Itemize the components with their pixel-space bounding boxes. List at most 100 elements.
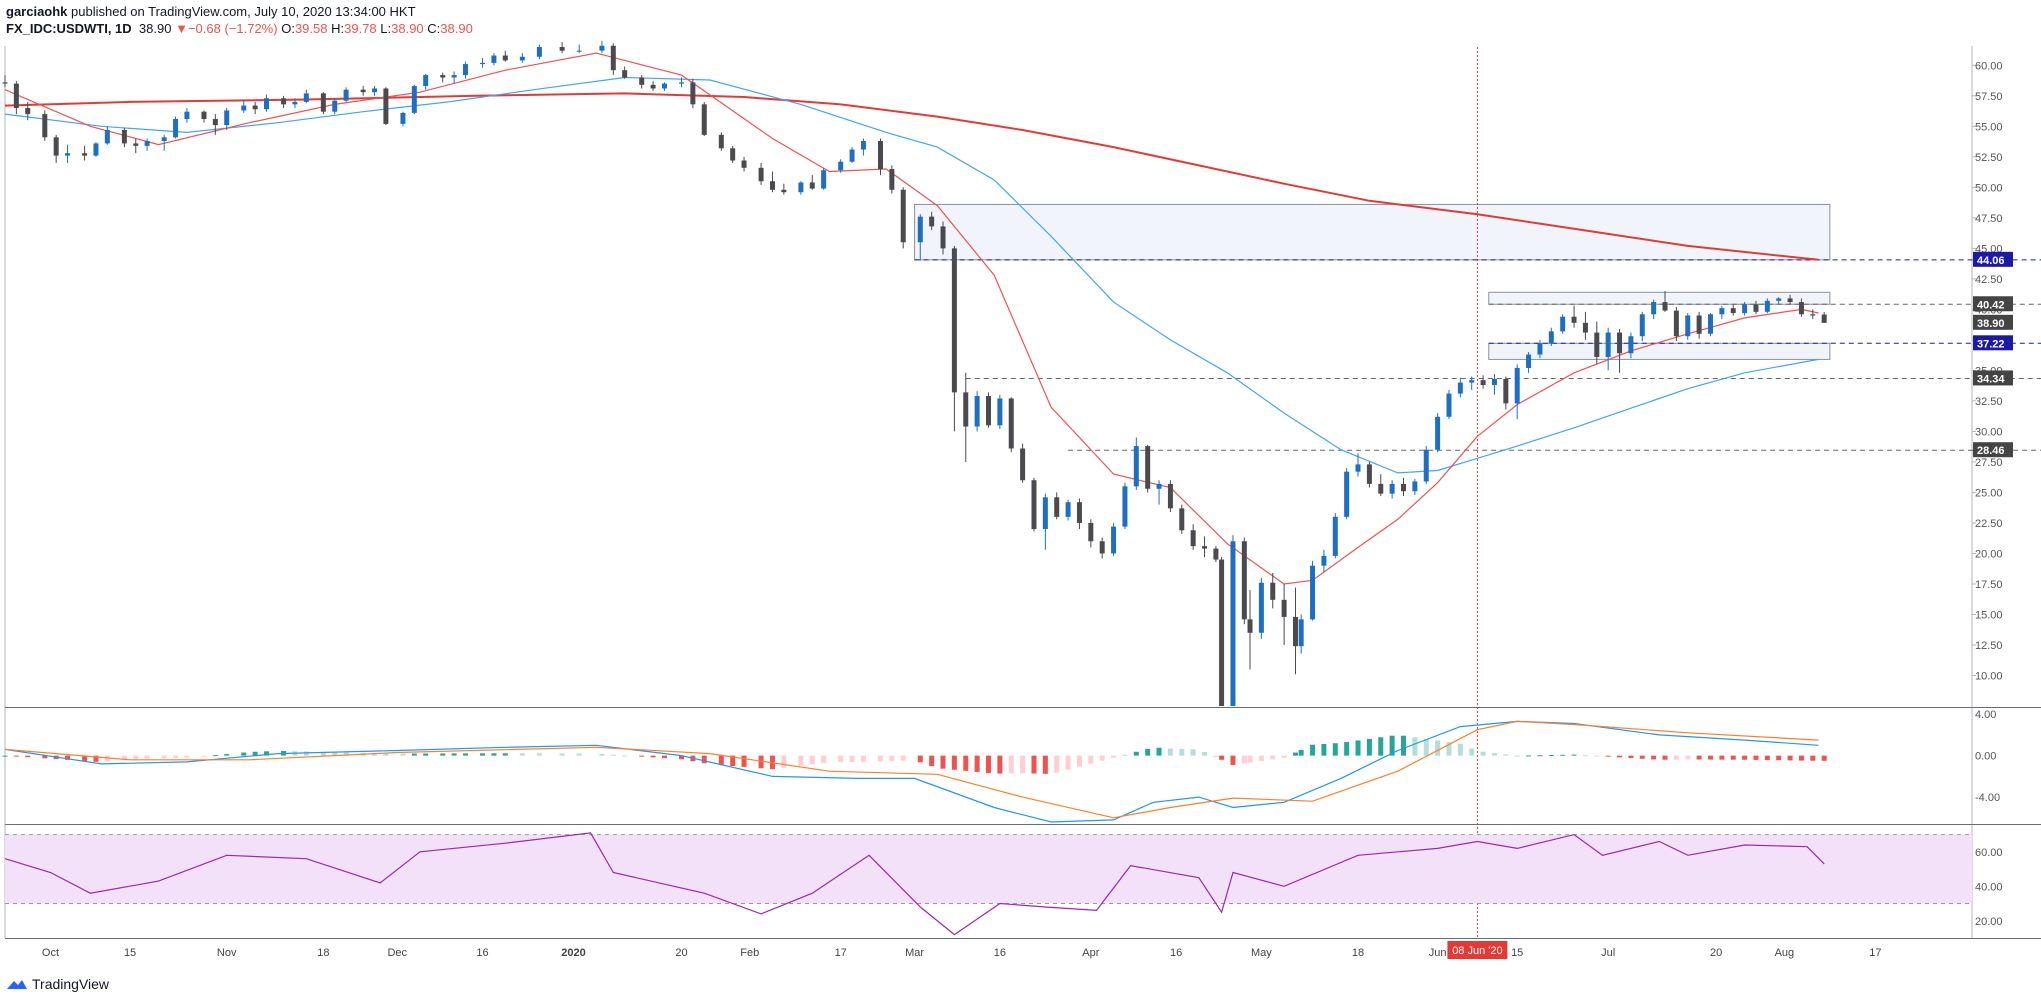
candle-body <box>1742 304 1748 314</box>
macd-histogram-bar <box>929 755 935 767</box>
macd-line <box>4 720 1819 823</box>
macd-histogram-bar <box>383 753 389 756</box>
macd-histogram-bar <box>1179 748 1185 756</box>
macd-histogram-bar <box>1662 755 1668 760</box>
candle-body <box>1344 471 1350 517</box>
candle-body <box>718 134 724 149</box>
macd-histogram-bar <box>1594 755 1600 757</box>
candle-body <box>1167 483 1173 509</box>
candle-body <box>121 129 127 144</box>
tradingview-logo-icon[interactable] <box>6 978 28 990</box>
macd-histogram-bar <box>974 755 980 772</box>
macd-histogram-bar <box>1270 755 1276 760</box>
macd-histogram-bar <box>1321 743 1327 756</box>
rsi-tick-label: 20.00 <box>1975 916 2003 928</box>
price-axis-label: 34.34 <box>1977 373 2005 385</box>
macd-histogram-bar <box>1798 755 1804 761</box>
candle-body <box>679 82 685 84</box>
macd-histogram-bar <box>1042 755 1048 774</box>
close-label: C: <box>427 21 441 36</box>
macd-histogram-bar <box>1122 754 1128 756</box>
price-axis-label-bg <box>1973 251 2013 267</box>
candle-body <box>292 101 298 105</box>
candle-body <box>82 153 88 156</box>
price-chart[interactable]: 60.0057.5055.0052.5050.0047.5045.0042.50… <box>0 0 2041 970</box>
macd-histogram-bar <box>741 755 747 767</box>
macd-histogram-bar <box>1571 754 1577 756</box>
macd-histogram-bar <box>462 753 468 756</box>
candle-body <box>997 398 1003 426</box>
candle-body <box>821 170 827 189</box>
candle-body <box>1662 302 1668 311</box>
candle-body <box>184 111 190 120</box>
time-tick-label: Oct <box>42 947 59 959</box>
publish-info: published on TradingView.com, July 10, 2… <box>67 4 416 19</box>
macd-histogram-bar <box>536 753 542 756</box>
candle-body <box>519 56 525 61</box>
candle-body <box>1156 483 1162 489</box>
price-zone <box>1488 291 1831 305</box>
price-tick-label: 22.50 <box>1975 518 2003 530</box>
price-axis-label: 40.42 <box>1977 299 2005 311</box>
macd-histogram-bar <box>1366 738 1372 756</box>
author-name[interactable]: garciaohk <box>6 4 68 19</box>
macd-histogram-bar <box>1298 749 1304 756</box>
rsi-line <box>4 832 1825 936</box>
candle-body <box>144 140 150 146</box>
footer-brand[interactable]: TradingView <box>32 976 110 992</box>
candle-body <box>1332 516 1338 556</box>
price-tick-label: 60.00 <box>1975 60 2003 72</box>
macd-histogram-bar <box>622 755 628 757</box>
price-zone <box>1488 342 1831 360</box>
macd-histogram-bar <box>559 753 565 756</box>
candle-body <box>264 98 270 110</box>
macd-histogram-bar <box>440 753 446 756</box>
macd-histogram-bar <box>610 754 616 756</box>
candle-body <box>1776 298 1782 301</box>
candle-body <box>241 105 247 111</box>
candle-body <box>1258 582 1264 633</box>
candle-body <box>1412 481 1418 492</box>
price-tick-label: 30.00 <box>1975 426 2003 438</box>
candle-body <box>1008 398 1014 449</box>
price-tick-label: 42.50 <box>1975 274 2003 286</box>
symbol-label[interactable]: FX_IDC:USDWTI, 1D <box>6 21 132 36</box>
macd-histogram-bar <box>650 755 656 758</box>
candle-body <box>1537 343 1543 355</box>
change-value: −0.68 (−1.72%) <box>187 21 278 36</box>
candle-body <box>212 119 218 126</box>
candle-body <box>1401 483 1407 492</box>
candle-body <box>1270 582 1276 600</box>
candle-body <box>849 149 855 162</box>
candle-body <box>1628 336 1634 354</box>
candle-body <box>1696 315 1702 334</box>
price-axis-label-bg <box>1973 335 2013 351</box>
candle-body <box>491 55 497 63</box>
candle-body <box>320 93 326 112</box>
candle-body <box>1230 541 1236 706</box>
macd-histogram-bar <box>877 755 883 762</box>
macd-histogram-bar <box>104 755 110 762</box>
macd-histogram-bar <box>1628 755 1634 759</box>
macd-histogram-bar <box>480 753 486 756</box>
candle-body <box>1719 308 1725 315</box>
macd-histogram-bar <box>1605 755 1611 757</box>
close-value: 38.90 <box>440 21 473 36</box>
price-axis-label: 44.06 <box>1977 255 2005 267</box>
macd-histogram-bar <box>1389 735 1395 756</box>
macd-histogram-bar <box>679 755 685 760</box>
macd-histogram-bar <box>1491 752 1497 756</box>
time-tick-label: 16 <box>476 947 488 959</box>
footer: TradingView <box>6 976 109 992</box>
candle-body <box>332 100 338 112</box>
open-label: O: <box>281 21 295 36</box>
macd-histogram-bar <box>1423 738 1429 756</box>
macd-histogram-bar <box>809 755 815 765</box>
candle-body <box>173 119 179 138</box>
time-tick-label: 2020 <box>561 947 585 959</box>
macd-histogram-bar <box>798 755 804 766</box>
rsi-tick-label: 60.00 <box>1975 847 2003 859</box>
time-tick-label: 18 <box>1352 947 1364 959</box>
macd-histogram-bar <box>1258 755 1264 761</box>
macd-histogram-bar <box>1133 751 1139 756</box>
